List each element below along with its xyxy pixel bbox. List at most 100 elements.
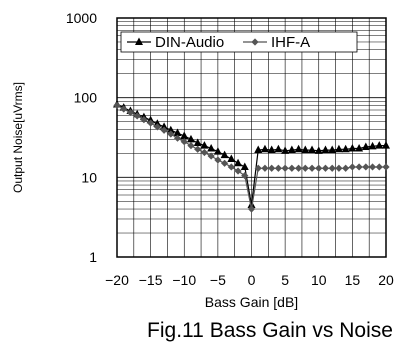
x-tick-label: −5: [210, 272, 226, 288]
data-point: [382, 163, 390, 171]
data-point: [180, 138, 188, 146]
data-point: [260, 144, 269, 153]
data-point: [247, 200, 256, 208]
data-point: [240, 162, 249, 170]
data-point: [167, 130, 175, 138]
x-tick-label: −20: [105, 272, 129, 288]
data-point: [220, 150, 229, 159]
x-tick-label: −10: [172, 272, 196, 288]
y-tick-label: 1: [89, 249, 97, 265]
data-point: [355, 144, 364, 152]
y-tick-label: 100: [74, 90, 98, 106]
data-point: [368, 141, 377, 150]
x-tick-label: 0: [248, 272, 256, 288]
data-point: [207, 152, 215, 160]
data-point: [234, 158, 243, 167]
data-point: [247, 205, 256, 213]
data-point: [321, 145, 330, 154]
data-point: [281, 146, 290, 154]
x-tick-label: −15: [139, 272, 163, 288]
data-point: [328, 145, 337, 154]
x-axis-label: Bass Gain [dB]: [205, 294, 298, 310]
data-point: [120, 105, 128, 113]
data-point: [160, 122, 169, 130]
data-point: [348, 163, 356, 171]
data-point: [160, 126, 168, 134]
data-point: [361, 142, 370, 151]
data-point: [153, 123, 161, 131]
data-point: [254, 164, 262, 172]
data-point: [261, 164, 269, 172]
data-point: [355, 163, 363, 171]
data-point: [234, 167, 242, 175]
data-point: [227, 163, 235, 171]
data-point: [375, 141, 384, 149]
data-point: [274, 144, 283, 153]
y-axis-label: Output Noise[uVrms]: [11, 82, 25, 193]
data-point: [281, 164, 289, 172]
series-ihf-a: [113, 101, 390, 213]
data-point: [126, 108, 135, 117]
data-point: [315, 164, 323, 172]
data-point: [287, 145, 296, 154]
legend-marker: [135, 37, 143, 45]
x-tick-label: 10: [311, 272, 327, 288]
data-point: [193, 138, 202, 146]
data-point: [274, 164, 282, 172]
grid: [116, 18, 387, 258]
data-point: [213, 147, 222, 155]
data-point: [241, 172, 249, 180]
data-point: [308, 164, 316, 172]
data-point: [301, 145, 310, 154]
data-point: [375, 163, 383, 171]
y-tick-label: 1000: [66, 10, 97, 26]
data-point: [173, 134, 182, 142]
plot-frame: [116, 17, 387, 258]
tick-labels: −20 −15 −10 −5 0 5 10 15 20 1 10 100 1000: [66, 10, 394, 288]
series-layer: [113, 100, 390, 213]
data-point: [288, 164, 296, 172]
data-point: [382, 141, 390, 149]
data-point: [147, 119, 155, 127]
legend-box: [120, 31, 358, 53]
legend: DIN-Audio IHF-A: [120, 31, 358, 53]
data-point: [166, 125, 175, 134]
y-tick-label: 10: [81, 169, 97, 185]
data-point: [268, 164, 276, 172]
data-point: [194, 145, 202, 153]
data-point: [214, 156, 222, 164]
legend-label: IHF-A: [271, 34, 310, 51]
data-point: [314, 146, 323, 154]
data-point: [308, 145, 317, 154]
data-point: [328, 164, 336, 172]
data-point: [186, 134, 195, 143]
data-point: [294, 164, 303, 172]
data-point: [321, 164, 330, 172]
data-point: [254, 145, 263, 154]
x-tick-label: 15: [345, 272, 361, 288]
data-point: [342, 164, 350, 172]
data-point: [200, 148, 209, 157]
data-point: [335, 164, 343, 172]
data-point: [267, 145, 276, 154]
x-tick-label: 5: [281, 272, 289, 288]
data-point: [187, 142, 195, 150]
data-point: [140, 116, 148, 124]
x-tick-label: 20: [378, 272, 394, 288]
data-point: [341, 144, 350, 153]
data-point: [173, 128, 182, 137]
data-point: [133, 112, 141, 120]
data-point: [301, 164, 309, 172]
figure-caption: Fig.11 Bass Gain vs Noise: [147, 319, 393, 342]
data-point: [207, 144, 216, 152]
data-point: [200, 141, 209, 149]
data-point: [221, 159, 229, 167]
data-point: [153, 119, 162, 127]
data-point: [113, 101, 121, 109]
legend-label: DIN-Audio: [155, 34, 224, 51]
data-point: [368, 163, 377, 171]
data-point: [362, 163, 370, 171]
data-point: [227, 154, 236, 162]
data-point: [294, 144, 303, 153]
